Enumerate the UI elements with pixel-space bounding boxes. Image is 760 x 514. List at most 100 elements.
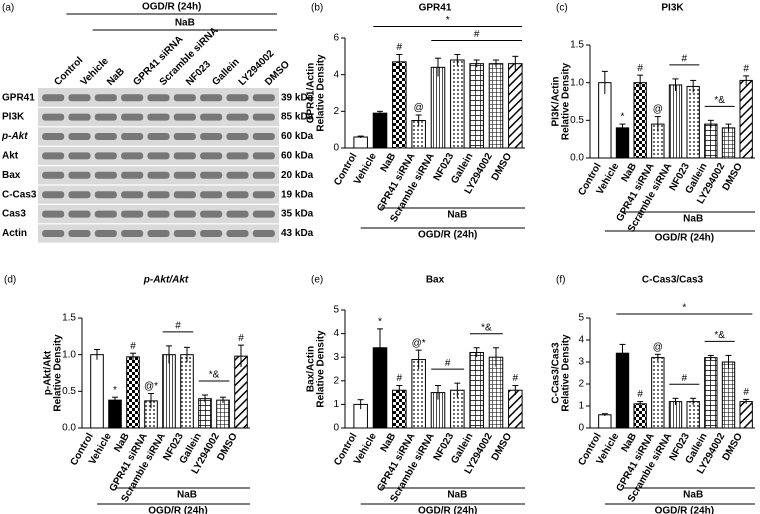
band (42, 191, 65, 199)
band (94, 113, 117, 121)
y-tick-label: 1.0 (62, 349, 76, 360)
bar (488, 356, 504, 429)
band (68, 230, 91, 237)
bar (721, 361, 736, 429)
band (252, 113, 275, 121)
band (173, 210, 196, 218)
bar (216, 399, 230, 429)
size-label: 20 kDa (281, 170, 314, 181)
bar (739, 401, 753, 429)
y-tick-label: 0 (333, 143, 339, 154)
chart-title: Bax (426, 275, 445, 286)
y-tick-label: 0.0 (570, 153, 584, 164)
band (252, 210, 275, 218)
group-label: OGD/R (24h) (418, 506, 477, 514)
band (42, 94, 65, 102)
lane-label: NaB (105, 66, 127, 88)
band (252, 152, 275, 160)
x-tick-label: NaB (379, 431, 399, 454)
band (121, 113, 144, 121)
bracket-label: * (682, 303, 686, 314)
band (252, 171, 275, 179)
y-axis-label: Relative Density (316, 54, 327, 132)
band (200, 191, 223, 199)
group-label: NaB (447, 490, 467, 501)
y-axis-label: Relative Density (561, 334, 572, 412)
band (252, 133, 275, 140)
significance-marker: @ (653, 342, 663, 353)
group-label: OGD/R (24h) (418, 230, 477, 241)
band (68, 210, 91, 218)
bar (598, 414, 612, 429)
band (68, 133, 91, 140)
band (200, 230, 223, 237)
group-label: OGD/R (24h) (655, 506, 714, 514)
group-label: OGD/R (24h) (655, 233, 714, 244)
row-label: PI3K (2, 112, 25, 123)
bar (372, 112, 388, 149)
row-label: Cas3 (2, 209, 26, 220)
group-label: NaB (683, 214, 703, 225)
y-tick-label: 0 (333, 423, 339, 434)
band (200, 171, 223, 179)
band (42, 152, 65, 160)
bracket-label: *& (714, 330, 725, 341)
panel-label: (c) (556, 3, 568, 14)
bar (739, 79, 753, 159)
panel-label: (a) (2, 3, 14, 14)
panel-label: (d) (4, 275, 16, 286)
group-label: NaB (177, 490, 197, 501)
band (94, 171, 117, 179)
significance-marker: * (621, 112, 625, 123)
y-tick-label: 2 (333, 375, 339, 386)
band (42, 230, 65, 237)
y-tick-label: 0 (578, 423, 584, 434)
bar (721, 127, 736, 159)
y-tick-label: 1.0 (570, 77, 584, 88)
bar (162, 354, 176, 429)
band (147, 94, 170, 102)
y-tick-label: 2 (333, 106, 339, 117)
band (200, 94, 223, 102)
lane-label: Vehicle (79, 56, 111, 88)
chart-title: C-Cas3/Cas3 (642, 275, 704, 286)
bar (126, 356, 140, 429)
band (42, 171, 65, 179)
band (121, 171, 144, 179)
bracket-label: # (474, 29, 480, 40)
band (94, 94, 117, 102)
band (68, 113, 91, 121)
bar (668, 84, 683, 159)
chart-title: p-Akt/Akt (143, 275, 189, 286)
band (173, 191, 196, 199)
y-axis-label: Relative Density (561, 62, 572, 140)
bracket-label: # (175, 321, 181, 332)
significance-marker: @* (412, 338, 426, 349)
band (147, 133, 170, 140)
band (94, 210, 117, 218)
group-label: NaB (683, 490, 703, 501)
y-axis-label: GPR41/Actin (306, 63, 317, 124)
y-tick-label: 4 (578, 335, 584, 346)
band (68, 171, 91, 179)
band (173, 94, 196, 102)
y-tick-label: 6 (333, 33, 339, 44)
bar (686, 85, 700, 159)
group-label: OGD/R (24h) (142, 2, 201, 13)
group-label: NaB (175, 18, 195, 29)
band (226, 230, 249, 237)
size-label: 39 kDa (281, 92, 314, 103)
band (252, 191, 275, 199)
significance-marker: # (513, 373, 519, 384)
y-axis-label: Relative Density (53, 334, 64, 412)
band (68, 191, 91, 199)
bracket-label: * (446, 15, 450, 26)
chart-title: GPR41 (419, 3, 452, 14)
bar (686, 401, 700, 429)
band (68, 94, 91, 102)
size-label: 60 kDa (281, 151, 314, 162)
band (68, 152, 91, 160)
bracket-label: # (445, 358, 451, 369)
band (200, 113, 223, 121)
y-tick-label: 1 (578, 401, 584, 412)
